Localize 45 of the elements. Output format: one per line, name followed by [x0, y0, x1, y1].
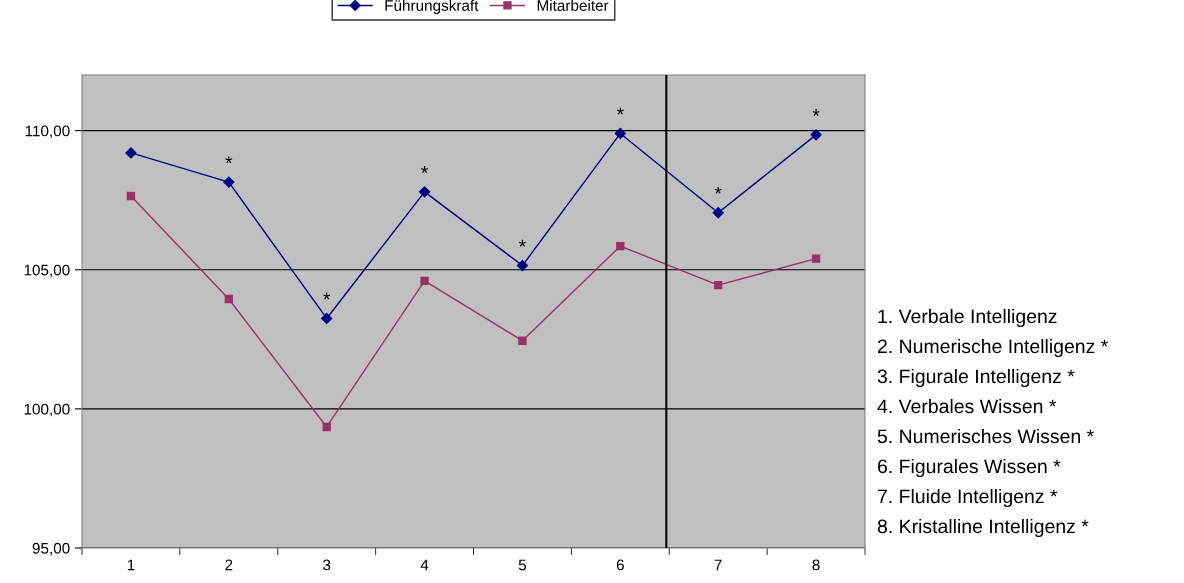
- y-tick-label: 95,00: [32, 542, 70, 556]
- point: [518, 336, 527, 345]
- y-tick-label: 110,00: [25, 125, 70, 139]
- annotation: *: [518, 239, 526, 247]
- text: 8. Kristalline Intelligenz *: [877, 518, 1089, 538]
- legend-label: Führungskraft: [385, 0, 479, 14]
- point: [810, 129, 822, 141]
- text: 1. Verbale Intelligenz: [878, 308, 1057, 328]
- x-tick-label: 2: [225, 559, 233, 571]
- annotation: *: [421, 166, 429, 173]
- legend-label: Mitarbeiter: [537, 0, 609, 11]
- point: [321, 312, 333, 325]
- point: [224, 294, 233, 304]
- text: 7. Fluide Intelligenz *: [878, 488, 1058, 508]
- text: 4. Verbales Wissen *: [877, 398, 1057, 414]
- text: 2. Numerische Intelligenz *: [877, 338, 1108, 358]
- y-tick-label: 105,00: [24, 264, 70, 278]
- x-tick-label: 1: [127, 559, 135, 571]
- text: 3. Figurale Intelligenz *: [877, 368, 1075, 388]
- text: 5. Numerisches Wissen *: [877, 428, 1094, 444]
- annotation: *: [225, 156, 233, 164]
- annotation: *: [616, 107, 624, 115]
- annotation: *: [323, 292, 331, 300]
- x-tick-label: 8: [812, 559, 820, 571]
- y-tick-label: 100,00: [24, 403, 70, 417]
- point: [126, 191, 136, 201]
- x-tick-label: 3: [323, 559, 331, 571]
- point: [223, 176, 235, 188]
- point: [322, 422, 331, 432]
- point: [420, 276, 429, 286]
- point: [614, 127, 626, 140]
- x-tick-label: 6: [616, 559, 624, 571]
- point: [418, 186, 431, 198]
- point: [712, 207, 724, 219]
- annotation: *: [812, 109, 820, 116]
- x-tick-label: 7: [714, 559, 722, 571]
- point: [811, 254, 821, 263]
- annotation: *: [714, 186, 722, 194]
- x-tick-label: 5: [518, 559, 527, 571]
- point: [516, 259, 529, 272]
- point: [125, 147, 137, 159]
- point: [616, 241, 625, 251]
- x-tick-label: 4: [420, 559, 429, 571]
- point: [714, 280, 723, 290]
- text: 6. Figurales Wissen *: [877, 458, 1061, 478]
